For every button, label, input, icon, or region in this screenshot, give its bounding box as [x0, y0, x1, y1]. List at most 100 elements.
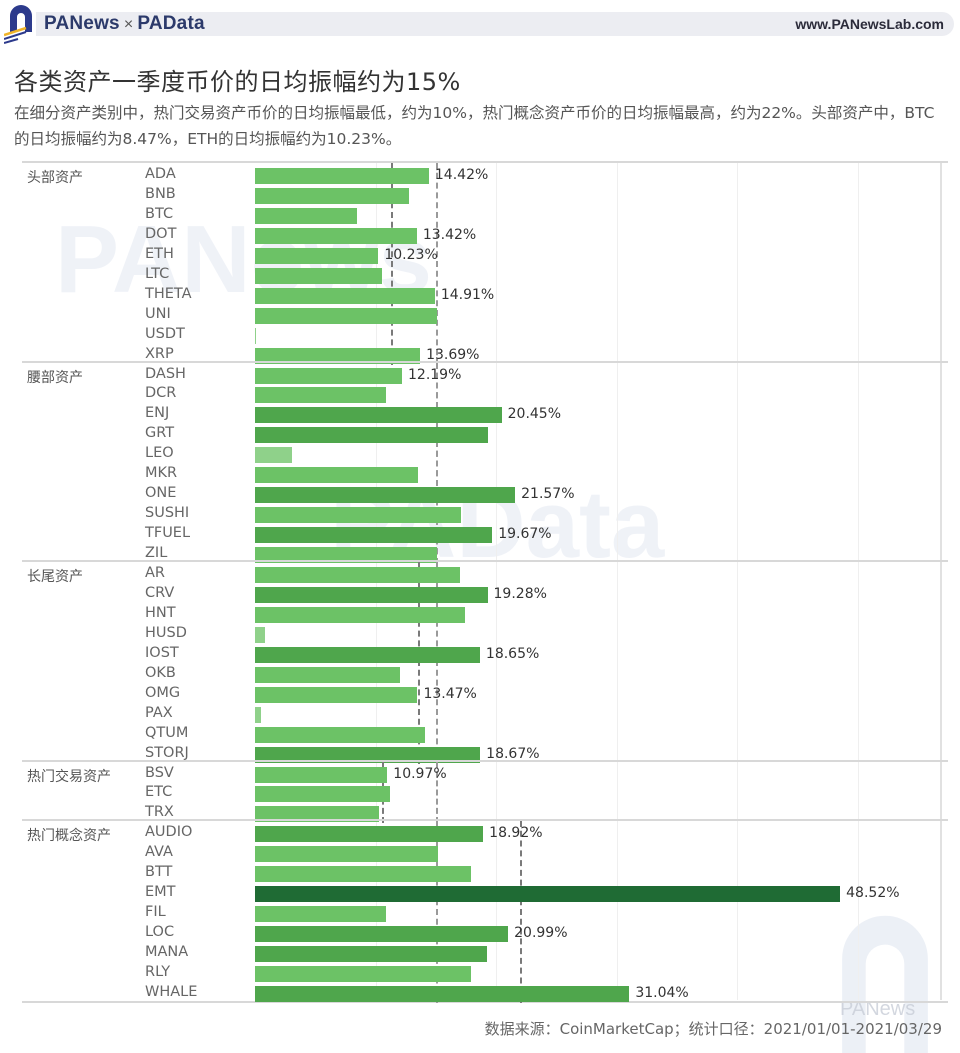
bar[interactable]: [255, 267, 382, 284]
asset-label: USDT: [145, 325, 185, 342]
bar[interactable]: [255, 547, 438, 564]
bar[interactable]: [255, 467, 418, 484]
asset-label: QTUM: [145, 724, 189, 741]
bar-value-label: 19.67%: [498, 526, 552, 543]
bar[interactable]: [255, 926, 509, 943]
bar-row: SUSHI: [0, 504, 960, 524]
asset-label: HNT: [145, 604, 176, 621]
asset-label: PAX: [145, 704, 173, 721]
bar-value-label: 31.04%: [635, 984, 689, 1001]
bar[interactable]: [255, 626, 265, 643]
bar[interactable]: [255, 168, 429, 184]
bar[interactable]: [255, 966, 471, 982]
asset-label: CRV: [145, 584, 175, 601]
bar-row: ZIL: [0, 544, 960, 564]
category-label: 热门概念资产: [27, 828, 111, 845]
asset-label: RLY: [145, 964, 171, 980]
bar[interactable]: [255, 606, 465, 623]
asset-label: GRT: [145, 425, 175, 442]
asset-label: SUSHI: [145, 505, 190, 522]
bar[interactable]: [255, 387, 387, 404]
bar-row: MKR: [0, 464, 960, 484]
overall-average-line: [435, 761, 438, 824]
bar[interactable]: [255, 447, 293, 464]
asset-label: FIL: [145, 904, 166, 921]
bar-row: CRV 19.28%: [0, 584, 960, 604]
bar-row: HNT: [0, 604, 960, 624]
bar[interactable]: [255, 806, 380, 823]
bar[interactable]: [255, 407, 502, 424]
bar[interactable]: [255, 327, 257, 344]
bar-row: MANA: [0, 943, 960, 963]
asset-label: ZIL: [145, 545, 168, 562]
bar[interactable]: [255, 686, 418, 703]
bar-row: HUSD: [0, 624, 960, 644]
panews-logo-icon: [4, 5, 32, 44]
bar[interactable]: [255, 247, 379, 264]
overall-average-line: [435, 163, 438, 365]
category-section: 头部资产: [22, 161, 948, 365]
overall-average-line: [435, 362, 438, 564]
bar-row: LOC 20.99%: [0, 923, 960, 943]
bar[interactable]: [255, 786, 391, 803]
asset-label: IOST: [145, 644, 179, 661]
asset-label: MANA: [145, 944, 189, 961]
bar-row: EMT 48.52%: [0, 883, 960, 903]
bar[interactable]: [255, 846, 439, 863]
bar[interactable]: [255, 706, 262, 723]
bar[interactable]: [255, 287, 435, 304]
bar[interactable]: [255, 906, 387, 923]
asset-label: AUDIO: [145, 824, 193, 841]
bar-value-label: 13.47%: [423, 685, 477, 702]
bar[interactable]: [255, 746, 481, 763]
bar[interactable]: [255, 427, 488, 444]
bar[interactable]: [255, 307, 438, 324]
bar[interactable]: [255, 347, 421, 364]
bar[interactable]: [255, 527, 493, 544]
bar-row: UNI: [0, 305, 960, 325]
bar[interactable]: [255, 726, 426, 743]
asset-label: ONE: [145, 485, 177, 502]
asset-label: ENJ: [145, 405, 170, 422]
bar[interactable]: [255, 826, 484, 843]
bar-value-label: 10.97%: [393, 765, 447, 782]
bar[interactable]: [255, 946, 487, 963]
bar[interactable]: [255, 227, 417, 244]
bar-row: DASH 12.19%: [0, 365, 960, 385]
bar-row: AR: [0, 564, 960, 584]
bar[interactable]: [255, 766, 388, 783]
bar-row: LEO: [0, 444, 960, 464]
bar-row: OMG 13.47%: [0, 684, 960, 704]
bar-value-label: 18.67%: [486, 745, 540, 762]
bar-value-label: 20.45%: [507, 406, 562, 423]
bar-row: QTUM: [0, 724, 960, 744]
bar[interactable]: [255, 985, 630, 1002]
bar[interactable]: [255, 586, 488, 603]
bar-value-label: 13.69%: [426, 346, 480, 363]
bar[interactable]: [255, 187, 410, 204]
asset-label: LOC: [145, 924, 175, 941]
bar[interactable]: [255, 666, 400, 683]
bar[interactable]: [255, 487, 516, 504]
asset-label: THETA: [145, 285, 192, 302]
bar[interactable]: [255, 207, 358, 224]
asset-label: BNB: [145, 185, 176, 202]
asset-label: WHALE: [145, 983, 198, 1000]
bar-row: AVA: [0, 843, 960, 863]
bar[interactable]: [255, 507, 462, 524]
bar-value-label: 20.99%: [514, 925, 568, 942]
bar[interactable]: [255, 886, 841, 903]
bar-row: ETC: [0, 783, 960, 803]
asset-label: LEO: [145, 445, 174, 462]
bar[interactable]: [255, 367, 402, 384]
site-url: www.PANewsLab.com: [795, 16, 944, 32]
bar[interactable]: [255, 567, 461, 583]
brand-separator: ×: [123, 16, 134, 33]
asset-label: TRX: [145, 804, 174, 821]
category-section: 热门交易资产: [22, 759, 948, 824]
chart-title: 各类资产一季度币价的日均振幅约为15%: [14, 68, 461, 96]
asset-label: HUSD: [145, 624, 187, 641]
bar-row: LTC: [0, 265, 960, 285]
bar[interactable]: [255, 866, 471, 883]
bar[interactable]: [255, 646, 480, 663]
